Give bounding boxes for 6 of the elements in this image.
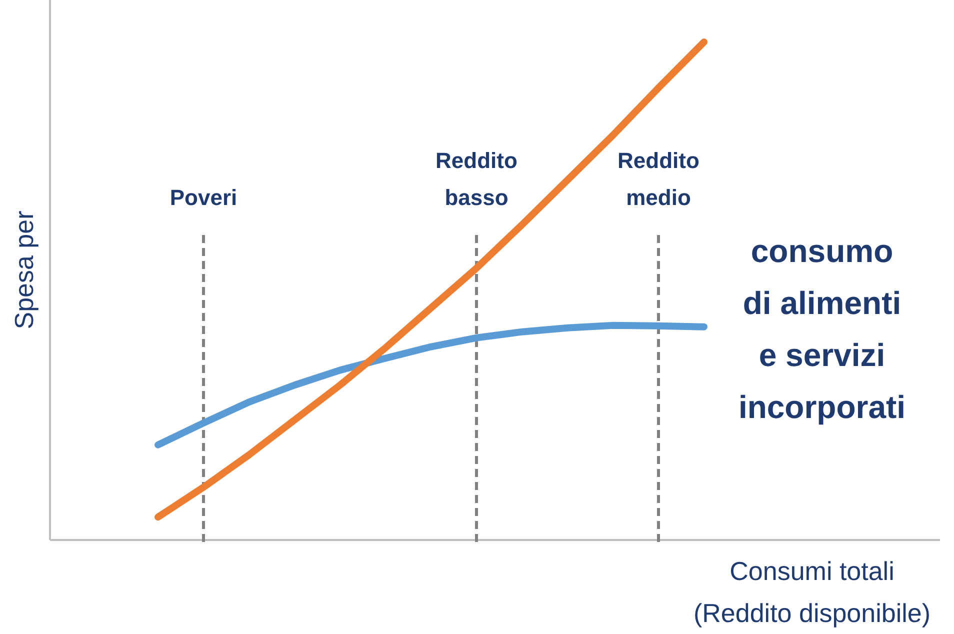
y-axis-title: Spesa per [9,210,39,330]
x-tick-label: Reddito basso [436,148,518,210]
x-tick-label: Poveri [170,185,238,210]
x-tick-label: Reddito medio [618,148,700,210]
x-axis-title: Consumi totali (Reddito disponibile) [693,556,931,628]
text: consumo di alimenti e servizi incorporati [738,233,906,425]
